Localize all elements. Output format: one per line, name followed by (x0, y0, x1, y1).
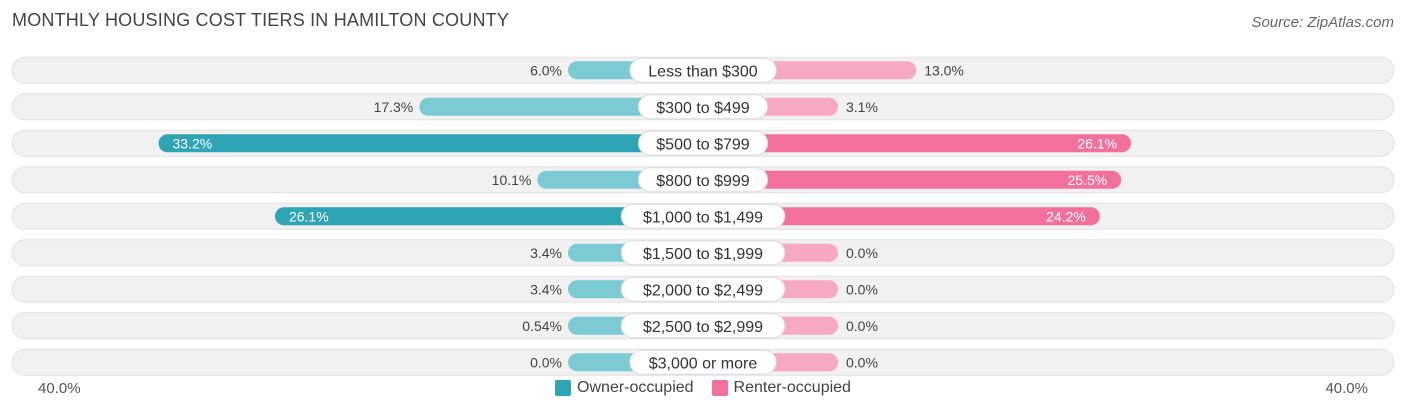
source-label: Source: ZipAtlas.com (1251, 14, 1394, 31)
category-label: Less than $300 (648, 63, 758, 80)
owner-value-label: 3.4% (530, 281, 562, 297)
renter-bar (703, 134, 1132, 153)
chart-title: MONTHLY HOUSING COST TIERS IN HAMILTON C… (12, 10, 510, 30)
axis-right-label: 40.0% (1325, 380, 1368, 397)
category-label: $2,000 to $2,499 (643, 282, 763, 299)
owner-value-label: 6.0% (530, 62, 562, 78)
renter-value-label: 0.0% (846, 354, 878, 370)
renter-value-label: 0.0% (846, 318, 878, 334)
owner-value-label: 0.0% (530, 354, 562, 370)
legend-swatch-owner (555, 380, 572, 396)
category-pill (629, 349, 777, 375)
axis-left-label: 40.0% (38, 380, 81, 397)
legend-swatch-renter (711, 380, 728, 396)
owner-value-label: 10.1% (492, 172, 532, 188)
category-label: $1,500 to $1,999 (643, 246, 763, 263)
owner-bar (274, 207, 703, 226)
owner-value-label: 17.3% (374, 99, 414, 115)
legend: Owner-occupied Renter-occupied (0, 379, 1406, 397)
category-pill (620, 203, 786, 229)
category-pill (620, 276, 786, 302)
category-label: $3,000 or more (649, 355, 758, 372)
category-pill (637, 167, 769, 193)
renter-value-label: 3.1% (846, 99, 878, 115)
renter-value-label: 0.0% (846, 281, 878, 297)
renter-bar (703, 170, 1122, 189)
category-label: $2,500 to $2,999 (643, 319, 763, 336)
category-label: $1,000 to $1,499 (643, 209, 763, 226)
owner-bar (158, 134, 703, 153)
renter-value-label: 0.0% (846, 245, 878, 261)
category-pill (620, 240, 786, 266)
category-label: $300 to $499 (656, 100, 750, 117)
renter-value-label: 26.1% (1077, 135, 1117, 151)
category-pill (637, 94, 769, 120)
category-pill (620, 313, 786, 339)
owner-value-label: 3.4% (530, 245, 562, 261)
category-pill (629, 57, 777, 83)
category-label: $800 to $999 (656, 173, 750, 190)
renter-value-label: 24.2% (1046, 208, 1086, 224)
owner-value-label: 26.1% (289, 208, 329, 224)
category-label: $500 to $799 (656, 136, 750, 153)
owner-value-label: 0.54% (522, 318, 562, 334)
owner-value-label: 33.2% (173, 135, 213, 151)
renter-value-label: 13.0% (924, 62, 964, 78)
owner-bar (419, 97, 703, 116)
renter-value-label: 25.5% (1067, 172, 1107, 188)
legend-label-owner: Owner-occupied (577, 379, 694, 396)
legend-item-owner: Owner-occupied (555, 379, 694, 397)
legend-label-renter: Renter-occupied (733, 379, 851, 396)
legend-item-renter: Renter-occupied (711, 379, 851, 397)
category-pill (637, 130, 769, 156)
renter-bar (703, 207, 1100, 226)
